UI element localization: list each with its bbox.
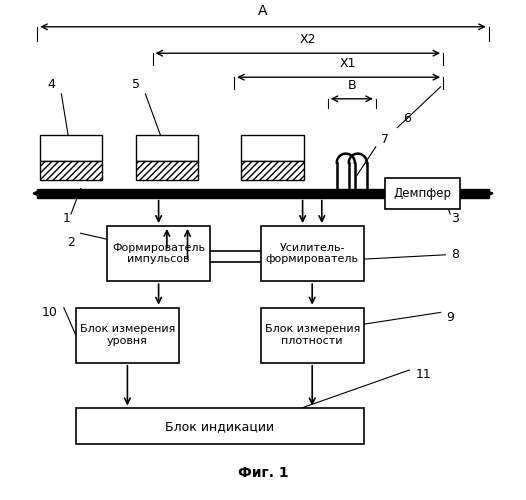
Bar [241,135,304,161]
Text: Х1: Х1 [340,57,357,70]
Text: 4: 4 [48,78,56,91]
Bar [107,226,210,281]
Bar [37,189,489,198]
Text: Х2: Х2 [299,33,316,46]
Bar [136,161,198,180]
Text: 10: 10 [42,306,57,319]
Text: 2: 2 [67,236,75,250]
Text: 9: 9 [446,310,454,324]
Bar [136,135,198,161]
Bar [241,161,304,180]
Text: Фиг. 1: Фиг. 1 [238,466,288,480]
Text: Формирователь
импульсов: Формирователь импульсов [112,243,205,264]
Bar [386,178,460,209]
Text: 6: 6 [403,112,411,124]
Text: 11: 11 [416,368,432,382]
Text: В: В [348,78,356,92]
Text: Усилитель-
формирователь: Усилитель- формирователь [266,243,359,264]
Text: Блок измерения
уровня: Блок измерения уровня [80,324,175,346]
Text: 3: 3 [451,212,459,226]
Bar [76,308,179,363]
Text: Блок индикации: Блок индикации [165,420,275,433]
Text: 5: 5 [132,78,140,91]
Text: 7: 7 [381,133,389,146]
Bar [260,226,364,281]
Text: 1: 1 [62,212,70,226]
Text: А: А [258,4,268,18]
Bar [76,408,364,444]
Text: 8: 8 [451,248,459,262]
Bar [40,161,102,180]
Text: Демпфер: Демпфер [393,187,452,200]
Bar [260,308,364,363]
Bar [40,135,102,161]
Text: Блок измерения
плотности: Блок измерения плотности [265,324,360,346]
